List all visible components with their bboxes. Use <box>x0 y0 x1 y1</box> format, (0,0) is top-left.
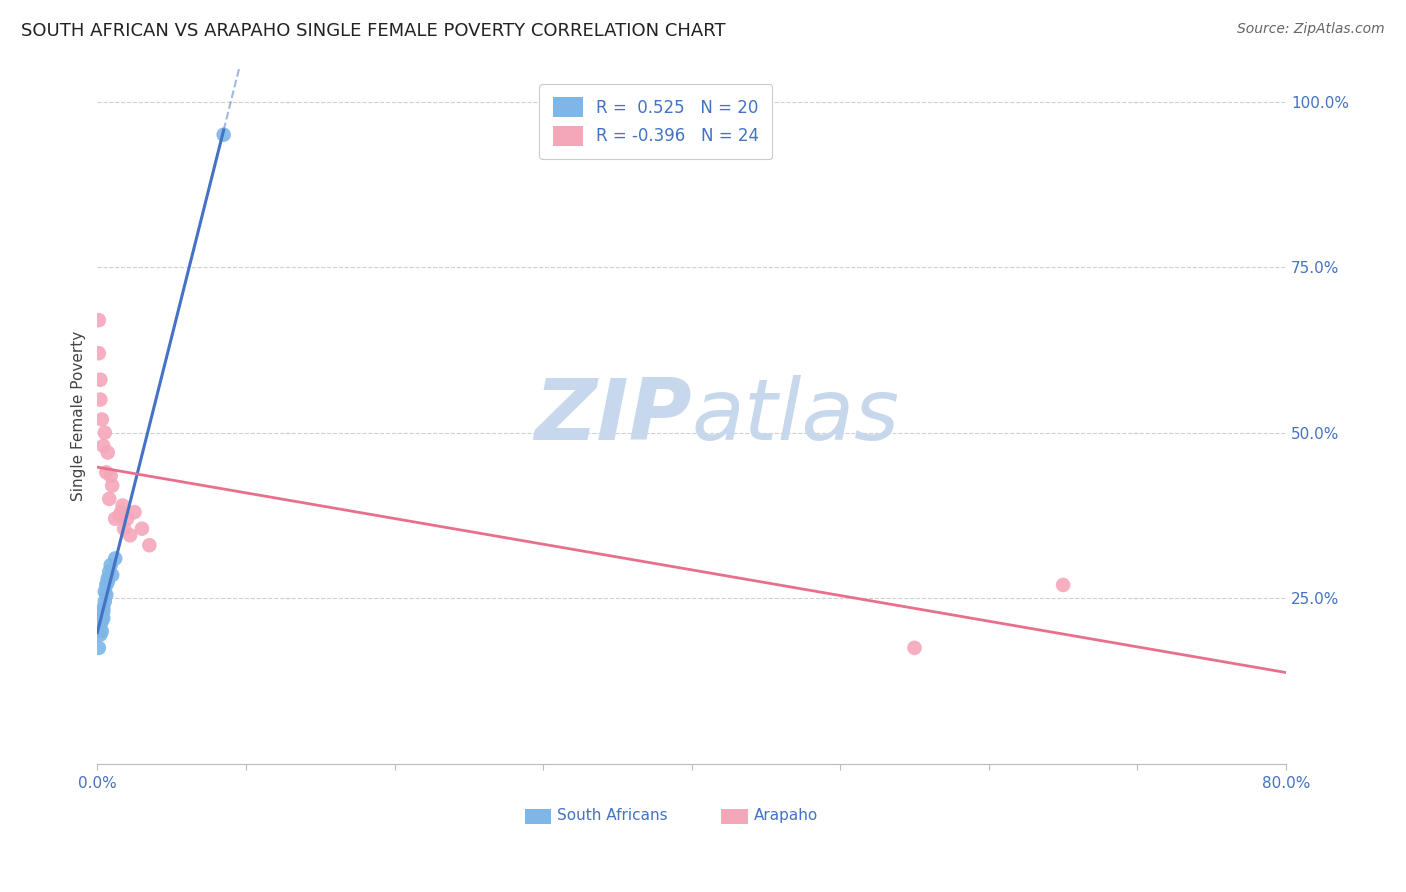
Point <box>138 538 160 552</box>
Point <box>96 578 118 592</box>
Y-axis label: Single Female Poverty: Single Female Poverty <box>72 331 86 501</box>
Point <box>118 528 141 542</box>
Point <box>903 640 925 655</box>
Point <box>94 594 117 608</box>
Point <box>90 607 112 622</box>
Point <box>98 491 121 506</box>
Point <box>87 313 110 327</box>
FancyBboxPatch shape <box>526 809 551 824</box>
Point <box>100 468 122 483</box>
Text: Arapaho: Arapaho <box>754 808 818 823</box>
Point <box>97 571 120 585</box>
Point <box>111 499 134 513</box>
Point <box>91 604 114 618</box>
Point <box>212 128 235 142</box>
Point <box>110 505 132 519</box>
Text: Source: ZipAtlas.com: Source: ZipAtlas.com <box>1237 22 1385 37</box>
Point <box>108 508 131 523</box>
Point <box>97 445 120 459</box>
Text: SOUTH AFRICAN VS ARAPAHO SINGLE FEMALE POVERTY CORRELATION CHART: SOUTH AFRICAN VS ARAPAHO SINGLE FEMALE P… <box>21 22 725 40</box>
Text: atlas: atlas <box>692 375 900 458</box>
Point <box>131 522 153 536</box>
Point <box>89 392 111 407</box>
Point <box>91 601 114 615</box>
Point <box>96 588 118 602</box>
Point <box>115 512 138 526</box>
Text: ZIP: ZIP <box>534 375 692 458</box>
Point <box>91 611 114 625</box>
Point <box>104 551 127 566</box>
Point <box>104 512 127 526</box>
Point <box>112 522 135 536</box>
Point <box>98 565 121 579</box>
Point <box>101 568 124 582</box>
Point <box>90 615 112 629</box>
Point <box>91 439 114 453</box>
Point <box>101 478 124 492</box>
Point <box>94 425 117 440</box>
Point <box>87 640 110 655</box>
FancyBboxPatch shape <box>721 809 748 824</box>
Point <box>90 624 112 639</box>
Point <box>87 346 110 360</box>
Point <box>90 412 112 426</box>
Text: South Africans: South Africans <box>557 808 668 823</box>
Legend: R =  0.525   N = 20, R = -0.396   N = 24: R = 0.525 N = 20, R = -0.396 N = 24 <box>540 84 772 160</box>
Point <box>96 466 118 480</box>
Point <box>97 574 120 589</box>
Point <box>89 627 111 641</box>
Point <box>89 373 111 387</box>
Point <box>1052 578 1074 592</box>
Point <box>100 558 122 573</box>
Point <box>94 584 117 599</box>
Point <box>124 505 146 519</box>
Point <box>89 617 111 632</box>
